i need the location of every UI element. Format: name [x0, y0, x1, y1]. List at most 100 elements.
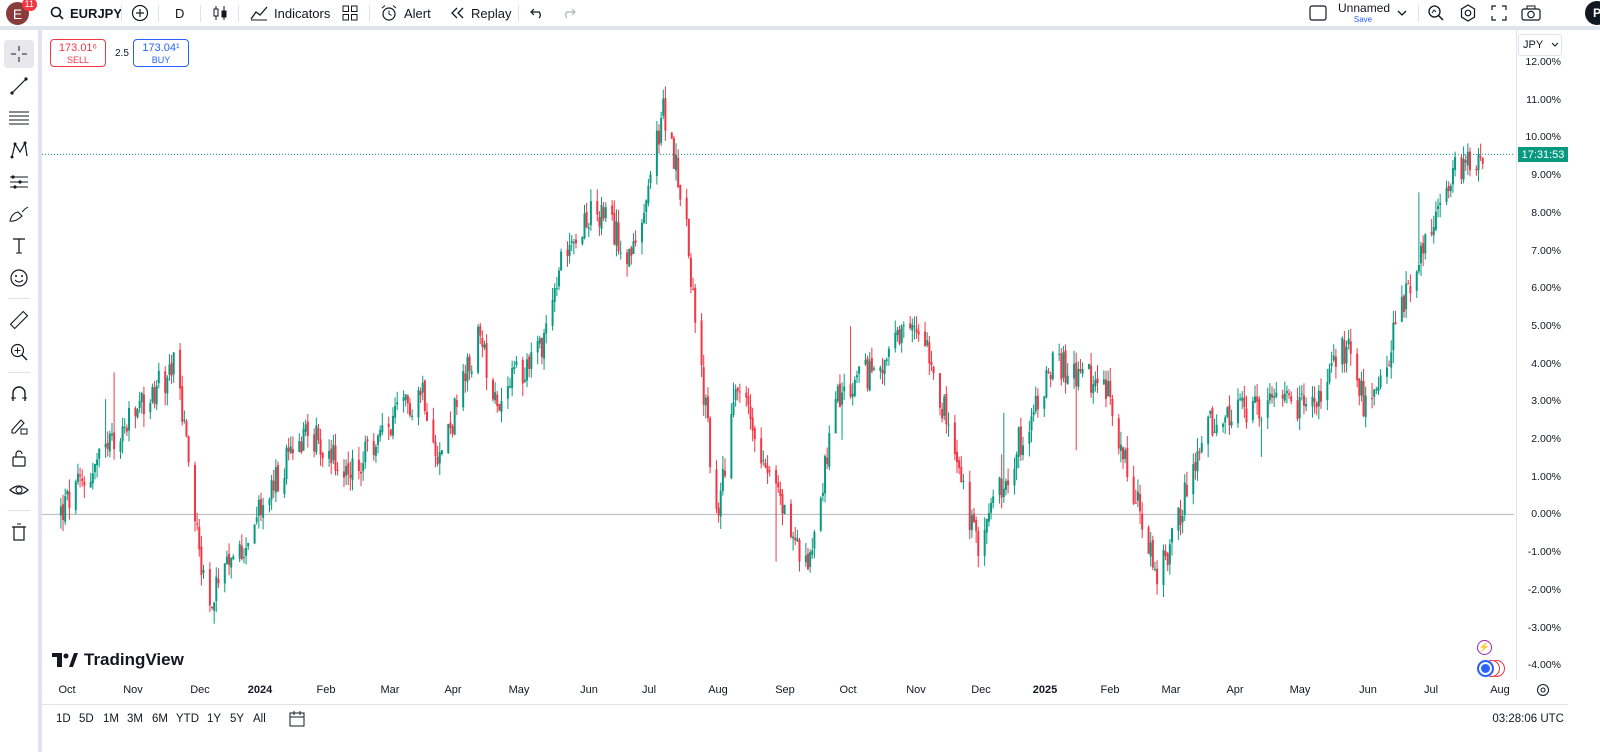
goto-date-button[interactable] [288, 710, 306, 731]
user-avatar[interactable]: E 11 [6, 0, 37, 25]
icon-tool[interactable] [4, 264, 34, 292]
undo-button[interactable] [530, 0, 544, 26]
settings-button[interactable] [1459, 0, 1477, 26]
snapshot-button[interactable] [1521, 0, 1541, 26]
profile-button[interactable]: P [1585, 1, 1600, 25]
candle-body [183, 419, 186, 421]
candle-body [1164, 551, 1167, 556]
candle-body [589, 201, 592, 226]
candle-body [172, 352, 175, 375]
prediction-tool[interactable] [4, 168, 34, 196]
eye-icon [9, 485, 29, 495]
divider [158, 5, 159, 22]
range-button-3m[interactable]: 3M [127, 713, 143, 725]
fib-tool[interactable] [4, 104, 34, 132]
candle-body [336, 469, 339, 471]
candle-body [306, 421, 309, 436]
layout-dropdown[interactable] [1397, 0, 1407, 26]
candle-body [1109, 380, 1112, 398]
candle-body [849, 384, 852, 397]
measure-tool[interactable] [4, 306, 34, 334]
price-label: 4.00% [1531, 357, 1561, 370]
candle-body [1305, 403, 1308, 407]
price-label: 3.00% [1531, 395, 1561, 408]
range-button-1y[interactable]: 1Y [207, 713, 222, 725]
crosshair-tool[interactable] [4, 40, 34, 68]
range-button-all[interactable]: All [253, 713, 266, 725]
currency-selector[interactable]: JPY [1518, 34, 1562, 56]
candle-body [440, 450, 443, 455]
candle-body [426, 411, 429, 421]
compare-symbol-button[interactable] [131, 0, 149, 26]
candle-body [887, 348, 890, 357]
range-button-5d[interactable]: 5D [79, 713, 94, 725]
candle-body [1385, 367, 1388, 377]
quick-search-button[interactable] [1427, 0, 1445, 26]
time-axis[interactable]: Oct Nov Dec 2024 Feb Mar Apr May Jun Jul Aug Sep Oct… [42, 680, 1516, 700]
unlock-icon [12, 450, 26, 467]
candle-body [66, 490, 69, 495]
sell-button[interactable]: 173.01⁶ SELL [50, 39, 106, 67]
drawing-toolbar [0, 30, 42, 752]
layout-menu-button[interactable] [1309, 0, 1327, 26]
candle-body [1315, 402, 1318, 408]
time-label: Jun [1359, 684, 1377, 696]
economic-event-icon[interactable] [1477, 660, 1494, 677]
candle-body [853, 379, 856, 396]
candle-body [581, 237, 584, 244]
candlestick-chart[interactable] [42, 30, 1514, 674]
candle-body [421, 382, 424, 393]
candle-body [1317, 390, 1320, 407]
remove-drawings-tool[interactable] [4, 518, 34, 546]
candle-body [640, 222, 643, 243]
symbol-search-button[interactable]: EURJPY [50, 0, 122, 26]
range-button-5y[interactable]: 5Y [230, 713, 245, 725]
price-scale[interactable]: 12.00% 11.00% 10.00% 9.00% 8.00% 7.00% 6.00% 5.… [1516, 30, 1569, 680]
redo-button[interactable] [562, 0, 576, 26]
layout-name[interactable]: Unnamed Save [1338, 1, 1391, 25]
candle-body [106, 442, 109, 449]
trend-line-tool[interactable] [4, 72, 34, 100]
candle-body [796, 538, 799, 542]
text-tool[interactable] [4, 232, 34, 260]
range-button-ytd[interactable]: YTD [176, 713, 199, 725]
candle-body [185, 421, 188, 437]
clock[interactable]: 03:28:06 UTC [1492, 713, 1564, 725]
lock-all-tool[interactable] [4, 444, 34, 472]
alert-button[interactable]: Alert [380, 0, 431, 26]
axis-settings-button[interactable] [1536, 683, 1550, 700]
range-button-1m[interactable]: 1M [103, 713, 119, 725]
lightning-icon[interactable]: ⚡ [1477, 640, 1492, 655]
chart-pane[interactable] [42, 30, 1514, 674]
hide-tool[interactable] [4, 476, 34, 504]
candle-body [142, 394, 145, 415]
candle-body [213, 602, 216, 611]
buy-button[interactable]: 173.04¹ BUY [133, 39, 189, 67]
brush-tool[interactable] [4, 200, 34, 228]
chart-type-button[interactable] [212, 0, 228, 26]
templates-button[interactable] [342, 0, 358, 26]
indicators-button[interactable]: Indicators [250, 0, 330, 26]
candle-body [973, 513, 976, 522]
range-button-6m[interactable]: 6M [152, 713, 168, 725]
candle-body [1168, 544, 1171, 565]
candle-body [193, 464, 196, 522]
candle-body [1094, 379, 1097, 387]
zoom-in-tool[interactable] [4, 338, 34, 366]
range-button-1d[interactable]: 1D [56, 713, 71, 725]
candle-body [1445, 188, 1448, 202]
candle-body [351, 458, 354, 480]
candle-body [1111, 398, 1114, 416]
lock-drawing-tool[interactable] [4, 412, 34, 440]
candle-body [619, 252, 622, 254]
time-label: Aug [1490, 684, 1510, 696]
magnet-tool[interactable] [4, 380, 34, 408]
interval-button[interactable]: D [175, 5, 185, 21]
fullscreen-button[interactable] [1491, 0, 1507, 26]
pattern-tool[interactable] [4, 136, 34, 164]
candle-body [157, 370, 160, 384]
candle-body [272, 480, 275, 491]
candle-body [911, 324, 914, 331]
candle-body [391, 415, 394, 436]
replay-button[interactable]: Replay [449, 0, 511, 26]
